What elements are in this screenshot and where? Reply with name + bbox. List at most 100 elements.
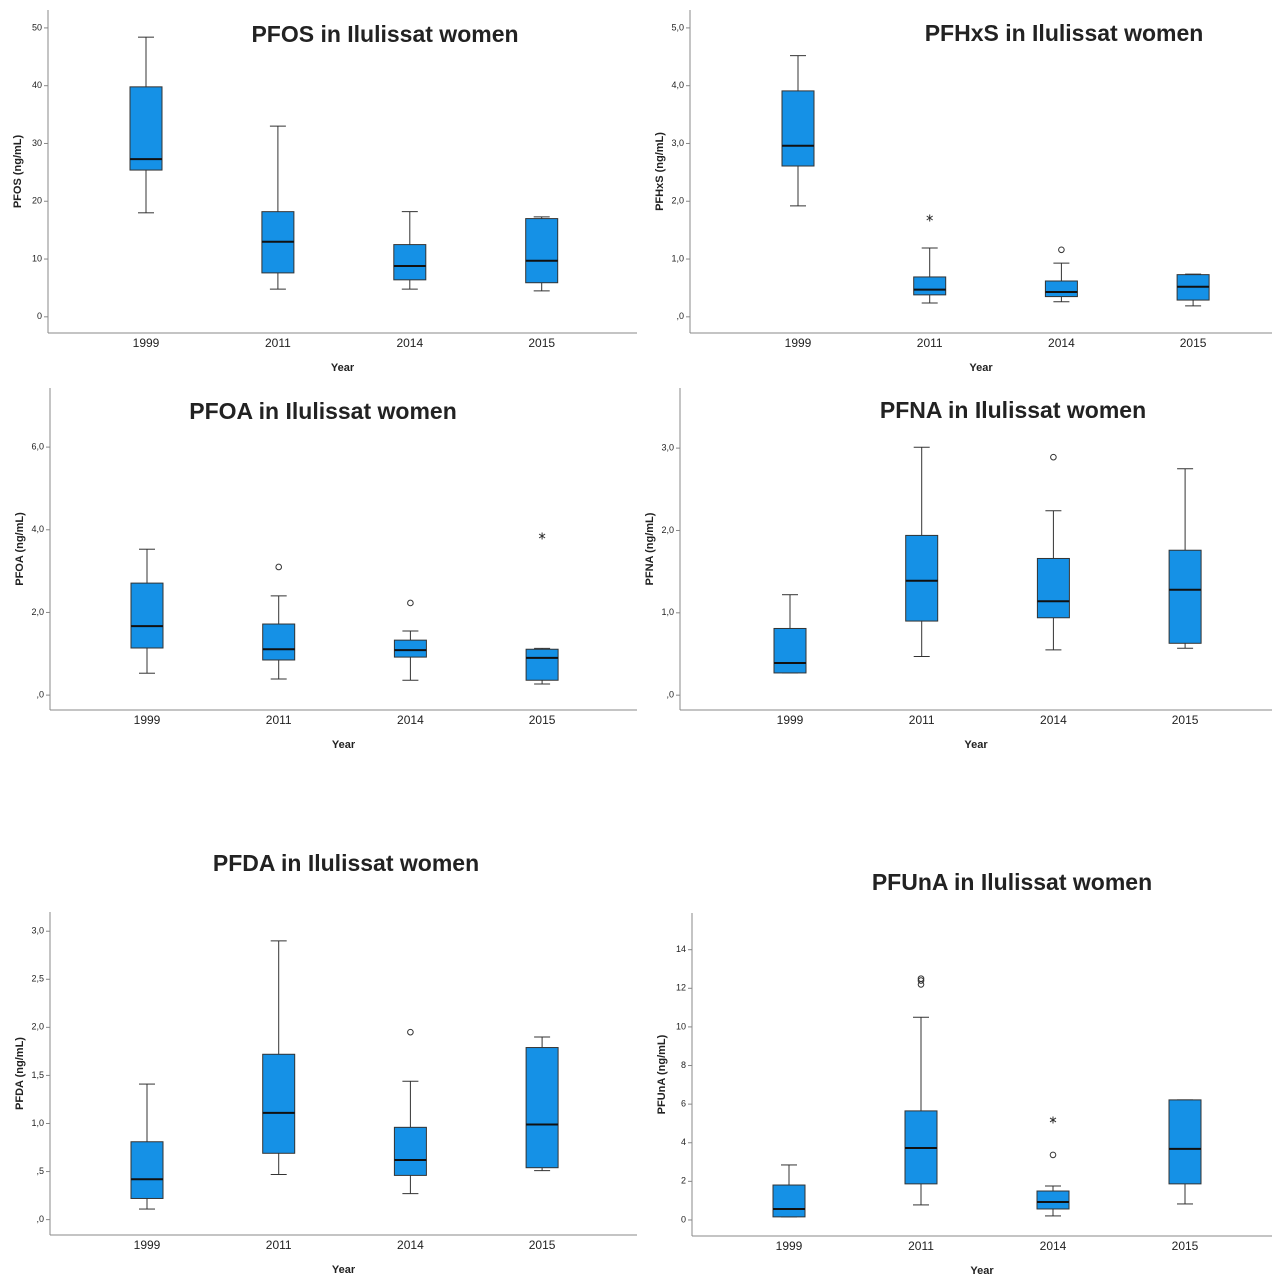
box — [1168, 1099, 1202, 1185]
y-tick-label: 10 — [676, 1021, 686, 1031]
y-tick-label: 4,0 — [671, 80, 684, 90]
box — [772, 1184, 806, 1218]
x-tick-label: 2011 — [909, 713, 935, 727]
y-tick-label: 50 — [32, 22, 42, 32]
x-tick-label: 2011 — [266, 1238, 292, 1252]
outlier — [917, 977, 925, 984]
x-axis-label: Year — [969, 362, 993, 374]
x-tick-label: 2014 — [397, 713, 424, 727]
y-tick-label: 2,0 — [671, 196, 684, 206]
x-tick-label: 2015 — [1172, 1239, 1199, 1253]
y-axis-label: PFOS (ng/mL) — [12, 135, 24, 209]
box — [1036, 1190, 1070, 1210]
y-tick-label: 2,5 — [31, 974, 44, 984]
box — [130, 1141, 164, 1199]
y-tick-label: 2,0 — [31, 607, 44, 617]
box — [781, 90, 815, 167]
box — [905, 534, 939, 622]
outlier — [1049, 1151, 1057, 1159]
y-tick-label: 3,0 — [661, 442, 674, 452]
x-tick-label: 2011 — [266, 713, 292, 727]
box — [773, 627, 807, 674]
y-axis-label: PFUnA (ng/mL) — [656, 1034, 668, 1114]
y-tick-label: 1,5 — [31, 1070, 44, 1080]
y-tick-label: 1,0 — [661, 607, 674, 617]
x-tick-label: 2015 — [529, 713, 556, 727]
y-axis-label: PFNA (ng/mL) — [644, 512, 656, 585]
x-tick-label: 2014 — [396, 336, 423, 350]
y-tick-label: ,0 — [666, 690, 674, 700]
box — [1036, 557, 1070, 619]
y-axis-label: PFOA (ng/mL) — [14, 512, 26, 586]
y-tick-label: ,0 — [36, 689, 44, 699]
chart-title: PFNA in Ilulissat women — [880, 397, 1146, 423]
x-axis-label: Year — [331, 362, 355, 374]
y-tick-label: 2 — [681, 1176, 686, 1186]
x-tick-label: 1999 — [785, 336, 812, 350]
x-tick-label: 1999 — [133, 336, 160, 350]
y-axis-label: PFDA (ng/mL) — [14, 1037, 26, 1110]
box — [129, 86, 163, 171]
y-tick-label: 1,0 — [31, 1118, 44, 1128]
x-axis-label: Year — [332, 739, 356, 751]
box — [393, 1126, 427, 1176]
box — [525, 1047, 559, 1169]
y-tick-label: 20 — [32, 196, 42, 206]
x-tick-label: 2014 — [1040, 1239, 1067, 1253]
y-tick-label: 30 — [32, 138, 42, 148]
y-tick-label: 3,0 — [671, 138, 684, 148]
y-tick-label: ,0 — [36, 1214, 44, 1224]
x-tick-label: 1999 — [134, 1238, 161, 1252]
outlier — [275, 563, 283, 571]
y-tick-label: 6,0 — [31, 441, 44, 451]
box — [393, 244, 427, 281]
x-axis-label: Year — [970, 1265, 994, 1277]
y-tick-label: 6 — [681, 1099, 686, 1109]
y-tick-label: 14 — [676, 944, 686, 954]
chart-title: PFHxS in Ilulissat women — [925, 20, 1204, 46]
y-tick-label: 10 — [32, 253, 42, 263]
y-tick-label: 40 — [32, 80, 42, 90]
chart-title: PFUnA in Ilulissat women — [872, 869, 1152, 895]
box — [262, 623, 296, 661]
x-tick-label: 2015 — [1180, 336, 1207, 350]
y-tick-label: 1,0 — [671, 253, 684, 263]
box — [1168, 549, 1202, 644]
outlier — [917, 981, 925, 988]
x-tick-label: 2011 — [908, 1239, 934, 1253]
outlier — [1050, 453, 1057, 461]
extreme — [1049, 1116, 1057, 1124]
y-tick-label: 5,0 — [671, 22, 684, 32]
x-axis-label: Year — [964, 739, 988, 751]
y-tick-label: 8 — [681, 1060, 686, 1070]
x-axis-label: Year — [332, 1264, 356, 1276]
chart-title: PFOA in Ilulissat women — [189, 398, 457, 424]
y-tick-label: 4,0 — [31, 524, 44, 534]
box — [913, 276, 947, 296]
box — [262, 1053, 296, 1154]
box — [525, 218, 559, 284]
x-tick-label: 2015 — [528, 336, 555, 350]
chart-title: PFDA in Ilulissat women — [213, 850, 479, 876]
y-tick-label: 3,0 — [31, 926, 44, 936]
y-tick-label: 2,0 — [31, 1022, 44, 1032]
x-tick-label: 2015 — [1172, 713, 1199, 727]
y-tick-label: 12 — [676, 983, 686, 993]
x-tick-label: 2011 — [265, 336, 291, 350]
x-tick-label: 2014 — [1040, 713, 1067, 727]
x-tick-label: 1999 — [134, 713, 161, 727]
y-tick-label: ,0 — [676, 311, 684, 321]
y-tick-label: 0 — [37, 311, 42, 321]
y-axis-label: PFHxS (ng/mL) — [654, 132, 666, 211]
extreme — [538, 532, 546, 540]
x-tick-label: 2014 — [397, 1238, 424, 1252]
y-tick-label: 2,0 — [661, 525, 674, 535]
x-tick-label: 2014 — [1048, 336, 1075, 350]
box — [1044, 280, 1078, 298]
outlier — [407, 599, 414, 607]
y-tick-label: 4 — [681, 1137, 686, 1147]
box — [130, 582, 164, 649]
x-tick-label: 2011 — [917, 336, 943, 350]
x-tick-label: 2015 — [529, 1238, 556, 1252]
